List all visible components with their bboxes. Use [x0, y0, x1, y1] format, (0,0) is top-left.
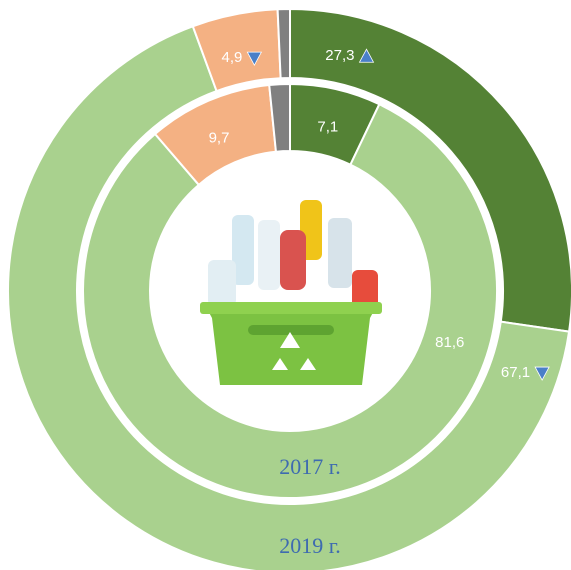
series-name: 2017 г.: [279, 454, 341, 479]
segment: [82, 102, 498, 499]
recycle-bin-image: [200, 200, 382, 385]
value-label: 27,3: [325, 47, 354, 64]
trend-arrow: [534, 366, 550, 381]
value-label: 67,1: [501, 364, 530, 381]
rings: [7, 7, 571, 570]
segment: [268, 82, 291, 153]
value-label: 81,6: [435, 334, 464, 351]
trend-arrow: [246, 51, 263, 66]
value-label: 4,9: [222, 49, 243, 66]
value-label: 9,7: [209, 130, 230, 147]
segment: [7, 24, 571, 570]
value-label: 7,1: [317, 118, 338, 135]
segment: [276, 7, 291, 80]
series-name: 2019 г.: [279, 533, 341, 558]
trend-arrow: [358, 48, 375, 63]
